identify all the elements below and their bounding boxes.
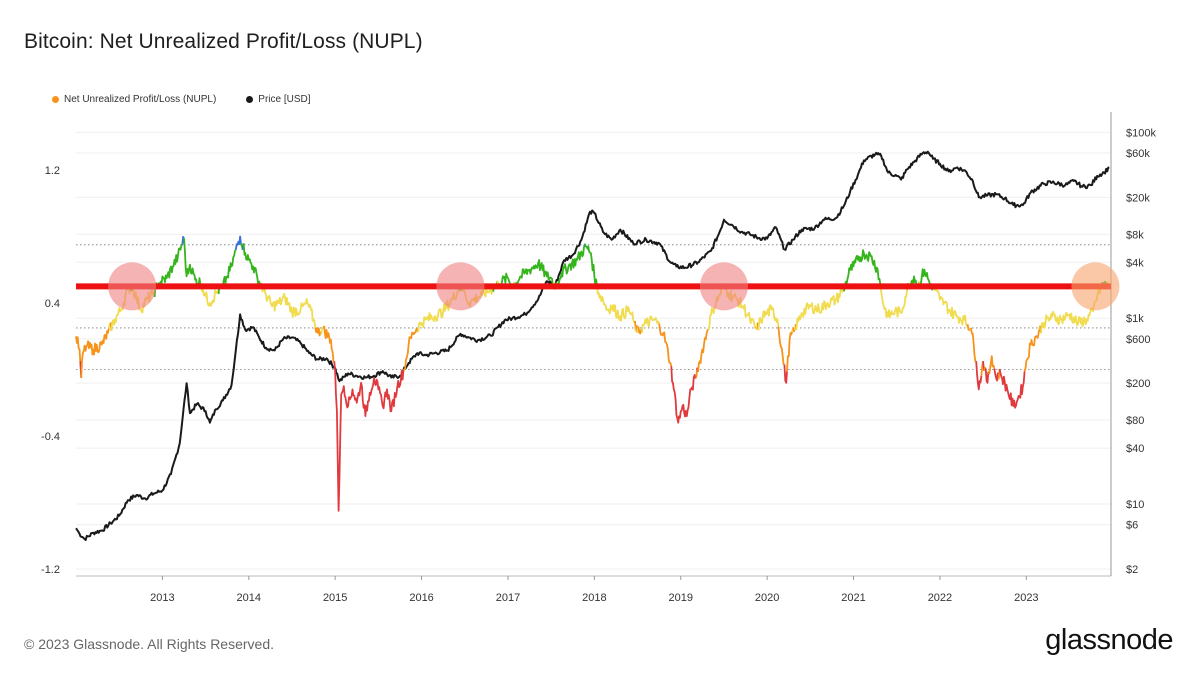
x-tick-label: 2020 [755,592,779,604]
nupl-line-segment [260,285,317,328]
x-tick-label: 2014 [237,592,261,604]
highlight-marker [108,262,157,311]
price-line [75,150,1110,541]
nupl-line-segment [983,366,987,372]
x-tick-label: 2023 [1014,592,1038,604]
x-tick-label: 2021 [841,592,865,604]
nupl-line-segment [984,368,991,384]
annotations [76,262,1120,311]
nupl-line-segment [795,286,845,330]
nupl-line-segment [234,235,242,250]
nupl-line-segment [670,366,697,424]
nupl-line-segment [993,368,1000,382]
nupl-line-segment [909,275,918,289]
x-tick-label: 2022 [928,592,952,604]
grid [76,131,1111,570]
nupl-line-segment [786,331,794,372]
nupl-line-segment [200,283,220,307]
nupl-line-segment [402,328,419,372]
y-right-tick-label: $8k [1126,229,1144,241]
nupl-line-segment [181,236,185,245]
nupl-line-segment [879,283,908,319]
glassnode-logo[interactable]: glassnode [1045,624,1173,656]
nupl-line-segment [584,243,598,287]
price-series [75,150,1110,541]
nupl-line-segment [988,355,996,375]
nupl-line-segment [919,268,932,287]
x-tick-label: 2016 [409,592,433,604]
y-right-tick-label: $80 [1126,415,1144,427]
y-left-tick-label: -1.2 [41,564,60,576]
y-right-tick-label: $10 [1126,499,1144,511]
y-left-tick-label: 0.4 [45,298,60,310]
nupl-line-segment [970,327,977,363]
legend-label-price: Price [USD] [258,94,311,105]
y-right-tick-label: $2 [1126,564,1138,576]
legend-item-price[interactable]: Price [USD] [246,94,311,105]
legend-swatch-nupl [52,96,59,103]
nupl-line-segment [792,327,796,333]
nupl-line-segment [843,249,882,292]
y-right-tick-label: $40 [1126,443,1144,455]
y-left-tick-label: -0.4 [41,431,60,443]
axes [76,112,1112,580]
legend-label-nupl: Net Unrealized Profit/Loss (NUPL) [64,94,217,105]
nupl-line-segment [757,304,780,331]
y-right-tick-label: $1k [1126,313,1144,325]
nupl-series [75,235,1110,512]
nupl-line-segment [596,285,636,324]
highlight-marker [699,262,748,311]
nupl-line-segment [219,249,237,289]
nupl-line-segment [514,259,555,287]
y-left-tick-label: 1.2 [45,165,60,177]
y-right-tick-label: $4k [1126,257,1144,269]
nupl-line-segment [80,328,110,378]
nupl-line-segment [333,361,405,512]
x-tick-label: 2019 [669,592,693,604]
nupl-line-segment [314,327,323,337]
legend: Net Unrealized Profit/Loss (NUPL) Price … [52,94,311,105]
nupl-line-segment [641,315,661,333]
legend-item-nupl[interactable]: Net Unrealized Profit/Loss (NUPL) [52,94,216,105]
nupl-line-segment [323,325,335,363]
x-tick-label: 2018 [582,592,606,604]
nupl-line-segment [998,368,1026,409]
nupl-line-segment [697,328,709,372]
nupl-line-segment [933,283,969,327]
nupl-line-segment [75,336,82,362]
y-right-tick-label: $200 [1126,378,1150,390]
tick-labels: 2013 2014 2015 2016 2017 2018 2019 2020 2021 2022… [41,127,1156,604]
y-right-tick-label: $6 [1126,520,1138,532]
chart-title: Bitcoin: Net Unrealized Profit/Loss (NUP… [24,30,423,53]
copyright-text: © 2023 Glassnode. All Rights Reserved. [24,636,275,652]
nupl-line-segment [500,272,512,287]
nupl-line-segment [553,246,585,290]
legend-swatch-price [246,96,254,103]
nupl-line-segment [242,243,263,287]
y-right-tick-label: $100k [1126,127,1156,139]
nupl-line-segment [777,326,785,366]
x-tick-label: 2013 [150,592,174,604]
highlight-marker [436,262,485,311]
nupl-line-segment [975,361,983,391]
y-right-tick-label: $60k [1126,148,1150,160]
nupl-line-segment [658,323,673,367]
nupl-line-segment [783,364,788,384]
x-tick-label: 2015 [323,592,347,604]
y-right-tick-label: $600 [1126,334,1150,346]
y-right-tick-label: $20k [1126,192,1150,204]
highlight-marker [1071,262,1120,311]
nupl-line-segment [157,244,183,290]
x-tick-label: 2017 [496,592,520,604]
nupl-line-segment [1023,329,1041,372]
